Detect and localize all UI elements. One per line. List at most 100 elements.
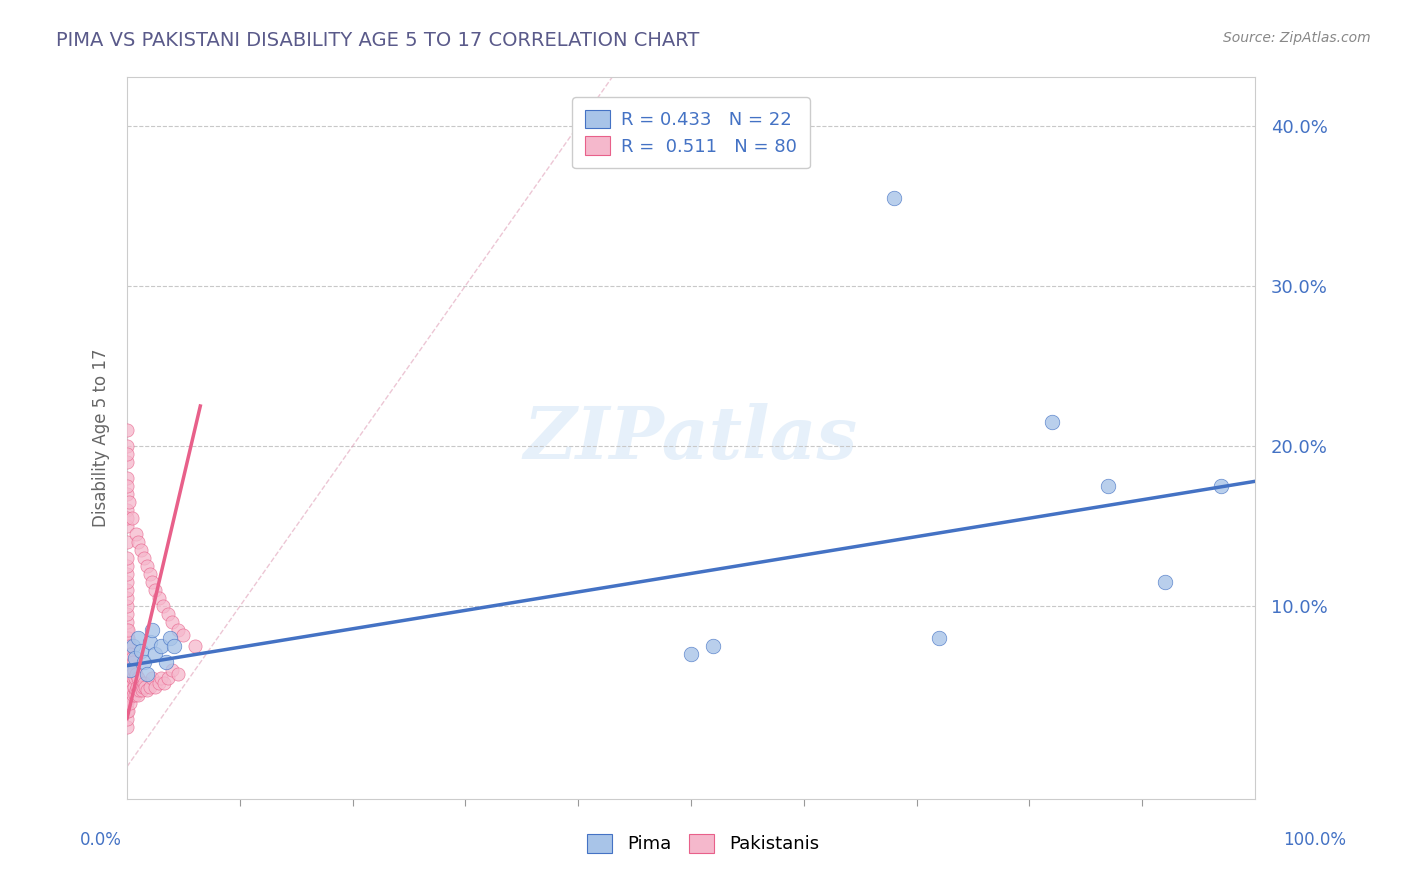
Point [115,599,138,614]
Point [120,664,142,678]
Point [124,672,146,686]
Point [122,664,145,678]
Point [127,680,149,694]
Point [120,664,142,678]
Legend: R = 0.433   N = 22, R =  0.511   N = 80: R = 0.433 N = 22, R = 0.511 N = 80 [572,97,810,169]
Point [1153,575,1175,590]
Point [125,666,148,681]
Point [121,640,143,654]
Point [160,664,183,678]
Point [117,640,139,654]
Point [121,688,143,702]
Point [129,644,152,658]
Point [115,688,138,702]
Point [117,666,139,681]
Point [115,575,138,590]
Point [115,615,138,630]
Legend: Pima, Pakistanis: Pima, Pakistanis [579,827,827,861]
Point [127,632,149,646]
Point [166,666,188,681]
Point [117,634,139,648]
Point [115,455,138,469]
Point [122,680,145,694]
Point [1209,479,1232,493]
Point [115,672,138,686]
Point [125,682,148,697]
Point [160,615,183,630]
Point [115,423,138,437]
Point [121,650,143,665]
Point [118,688,141,702]
Point [115,720,138,734]
Point [132,551,155,566]
Point [148,676,170,690]
Point [141,575,163,590]
Point [118,495,141,509]
Text: ZIPatlas: ZIPatlas [524,402,858,474]
Point [115,511,138,525]
Point [117,704,139,718]
Text: Source: ZipAtlas.com: Source: ZipAtlas.com [1223,31,1371,45]
Point [153,676,176,690]
Point [127,672,149,686]
Point [115,519,138,533]
Point [136,682,159,697]
Point [115,503,138,517]
Point [183,640,205,654]
Point [115,696,138,710]
Point [118,640,141,654]
Point [143,648,166,662]
Point [679,648,702,662]
Point [115,648,138,662]
Point [115,559,138,574]
Point [163,640,186,654]
Point [121,511,143,525]
Point [121,666,143,681]
Point [127,688,149,702]
Point [121,672,143,686]
Point [132,680,155,694]
Point [136,666,159,681]
Point [115,664,138,678]
Point [129,543,152,558]
Point [117,692,139,706]
Point [124,688,146,702]
Point [149,640,172,654]
Point [117,624,139,638]
Point [121,656,143,670]
Point [1040,415,1063,429]
Point [118,676,141,690]
Point [149,672,172,686]
Point [118,650,141,665]
Point [115,680,138,694]
Point [1097,479,1119,493]
Point [118,664,141,678]
Point [115,632,138,646]
Point [115,567,138,582]
Point [117,680,139,694]
Point [928,632,950,646]
Point [141,672,163,686]
Point [129,680,152,694]
Point [115,479,138,493]
Point [132,676,155,690]
Text: PIMA VS PAKISTANI DISABILITY AGE 5 TO 17 CORRELATION CHART: PIMA VS PAKISTANI DISABILITY AGE 5 TO 17… [56,31,700,50]
Point [136,559,159,574]
Point [166,624,188,638]
Point [172,628,194,642]
Point [117,648,139,662]
Point [148,591,170,606]
Point [120,648,142,662]
Point [115,583,138,598]
Point [120,680,142,694]
Text: 100.0%: 100.0% [1284,831,1346,849]
Point [115,704,138,718]
Point [115,591,138,606]
Point [152,599,174,614]
Point [155,656,177,670]
Point [115,712,138,726]
Point [115,487,138,501]
Point [883,191,905,205]
Point [138,567,160,582]
Point [115,656,138,670]
